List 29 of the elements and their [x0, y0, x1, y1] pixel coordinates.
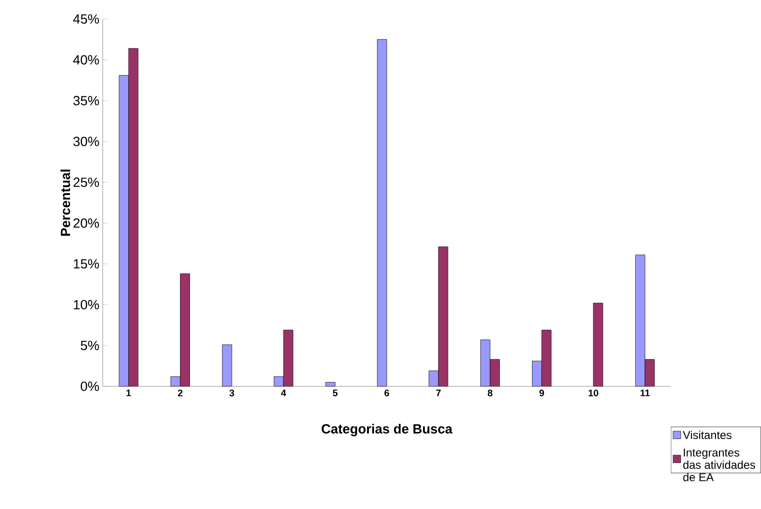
y-tick-label: 0%: [80, 382, 99, 391]
bar: [325, 382, 336, 386]
y-tick-label: 20%: [74, 218, 99, 228]
x-tick-label: 11: [640, 390, 650, 396]
x-tick-label: 1: [126, 390, 131, 396]
x-tick-label: 2: [178, 390, 182, 396]
legend-label: Visitantes: [682, 430, 732, 440]
y-tick-label: 40%: [73, 55, 99, 65]
bar: [377, 39, 387, 386]
y-tick-label: 5%: [80, 340, 99, 350]
x-tick-label: 3: [229, 390, 234, 396]
y-axis-title: Percentual: [60, 170, 70, 236]
x-tick-label: 9: [539, 390, 544, 396]
y-tick-label: 25%: [74, 178, 99, 187]
x-tick-label: 5: [332, 390, 338, 396]
x-tick-label: 10: [588, 390, 598, 396]
y-tick-label: 15%: [74, 259, 99, 269]
y-tick-label: 35%: [73, 96, 99, 106]
bar: [222, 344, 232, 386]
x-tick-label: 4: [281, 390, 286, 396]
y-tick-label: 30%: [73, 136, 99, 146]
bar: [593, 302, 604, 386]
x-tick-label: 8: [488, 390, 492, 396]
y-tick-label: 45%: [73, 14, 99, 24]
y-tick-label: 10%: [74, 300, 99, 310]
x-tick-label: 6: [384, 390, 390, 396]
x-tick-label: 7: [436, 390, 441, 396]
legend-label: Integrantes das atividades de EA: [683, 448, 756, 482]
x-axis-title: Categorias de Busca: [322, 424, 452, 436]
